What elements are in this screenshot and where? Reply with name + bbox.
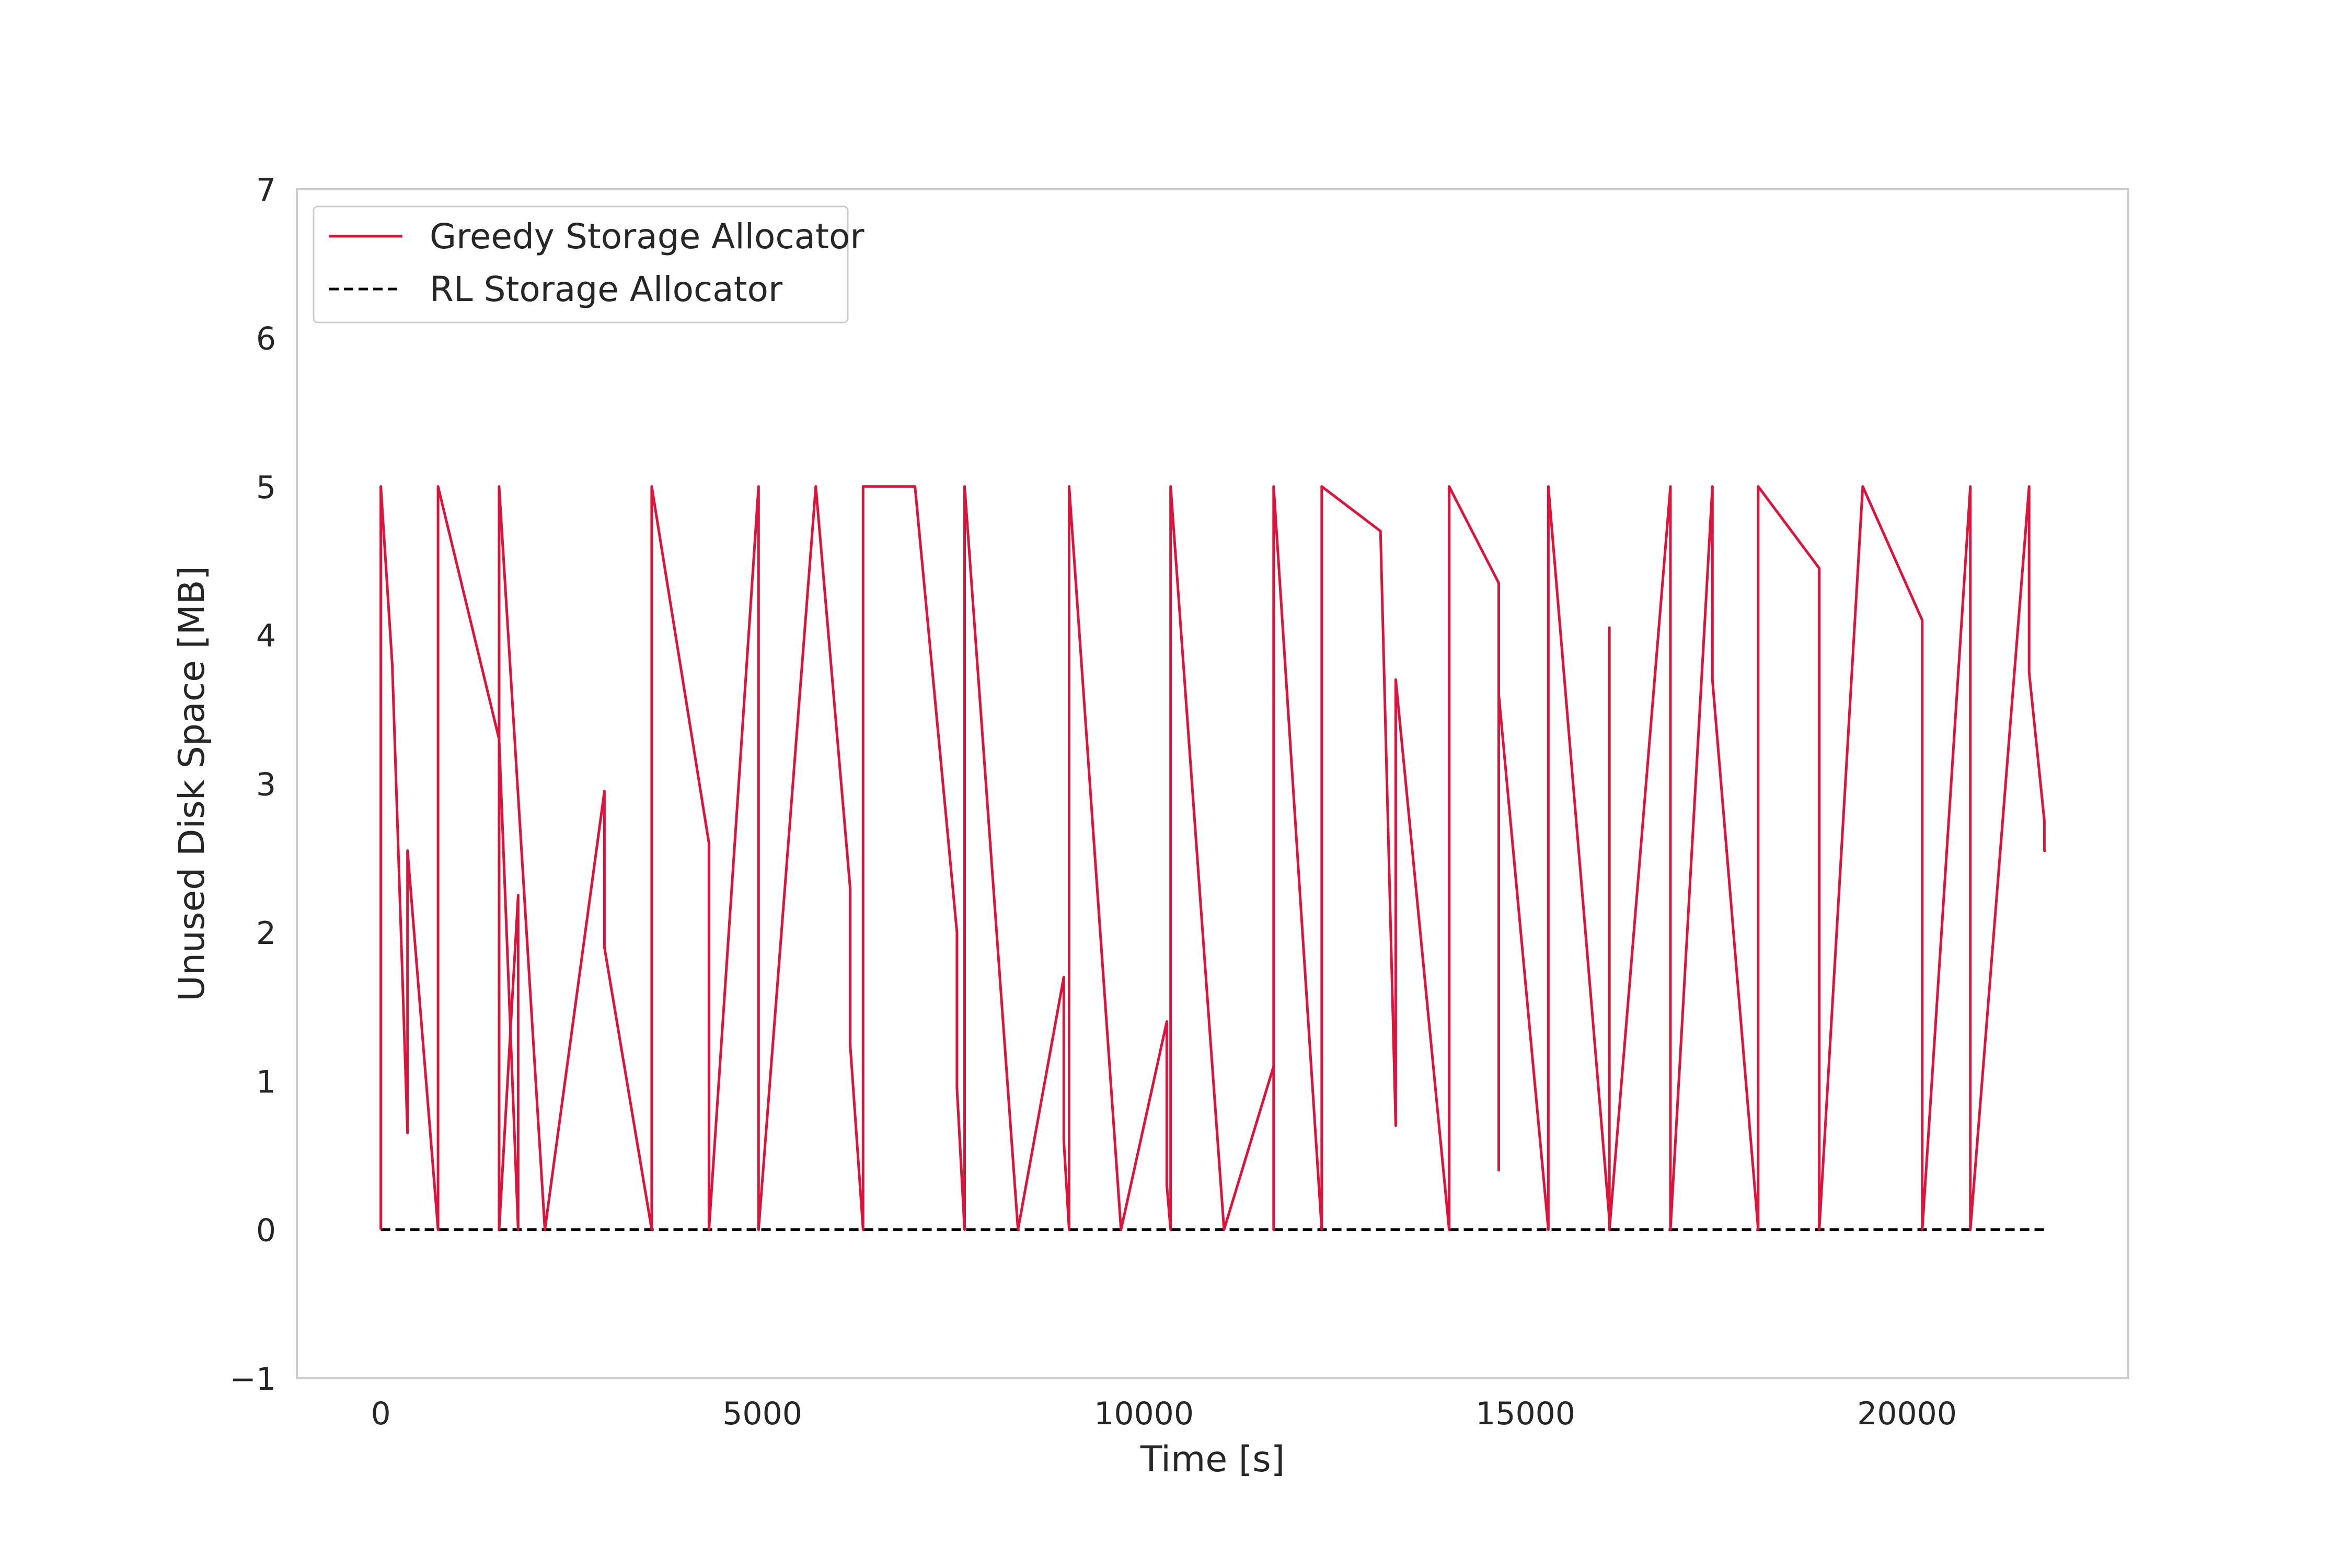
y-tick-label: 7 [256, 172, 276, 209]
series-layer [379, 485, 2046, 1231]
y-tick-label: 6 [256, 320, 276, 357]
legend-label-rl: RL Storage Allocator [430, 269, 783, 309]
legend: Greedy Storage Allocator RL Storage Allo… [313, 205, 864, 324]
y-tick-label: 4 [256, 618, 276, 654]
y-tick-label: 2 [256, 915, 276, 952]
y-tick-label: 5 [256, 469, 276, 506]
x-tick-label: 10000 [1094, 1396, 1194, 1432]
legend-box [313, 205, 849, 324]
y-tick-label: 3 [256, 767, 276, 803]
x-tick-label: 0 [371, 1396, 391, 1432]
x-axis-label: Time [s] [1140, 1439, 1285, 1480]
y-tick-label: 1 [256, 1064, 276, 1100]
x-tick-label: 20000 [1857, 1396, 1957, 1432]
x-tick-label: 5000 [722, 1396, 802, 1432]
y-axis-ticks: −1 0 1 2 3 4 5 6 7 [230, 172, 276, 1398]
legend-label-greedy: Greedy Storage Allocator [430, 216, 864, 257]
y-tick-label: −1 [230, 1361, 276, 1398]
y-tick-label: 0 [256, 1213, 276, 1249]
x-tick-label: 15000 [1475, 1396, 1575, 1432]
x-axis-ticks: 0 5000 10000 15000 20000 [371, 1396, 1957, 1432]
plot-area-frame [296, 188, 2129, 1379]
y-axis-label: Unused Disk Space [MB] [171, 566, 213, 1001]
series-line-greedy [379, 485, 2046, 1231]
